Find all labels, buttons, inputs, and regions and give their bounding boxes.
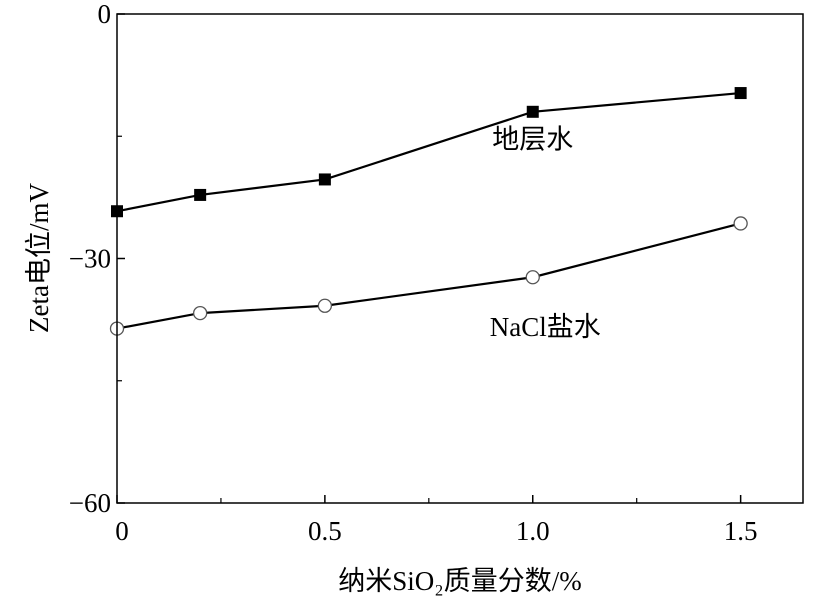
data-point-circle [733,216,748,231]
y-tick-label: −30 [69,244,111,274]
y-tick-label: 0 [98,0,112,29]
data-point-circle [193,305,208,321]
series-line [116,91,741,213]
x-tick-label: 1.5 [724,516,758,546]
data-point-square [318,173,331,186]
x-axis-label: 纳米SiO₂质量分数/% [338,566,581,596]
data-point-circle [317,298,333,313]
x-tick-label: 0.5 [308,516,342,546]
x-tick-label: 0 [115,516,129,546]
data-point-square [734,87,747,100]
x-tick-label: 1.0 [516,516,550,546]
data-point-square [526,105,539,118]
y-axis-label: Zeta电位/mV [24,183,54,333]
series-line [116,222,741,330]
y-tick-label: −60 [69,488,111,518]
data-point-circle [525,270,540,285]
series-label: 地层水 [492,124,573,154]
plot-frame [116,13,804,504]
data-point-square [194,188,207,201]
series-label: NaCl盐水 [490,312,601,342]
